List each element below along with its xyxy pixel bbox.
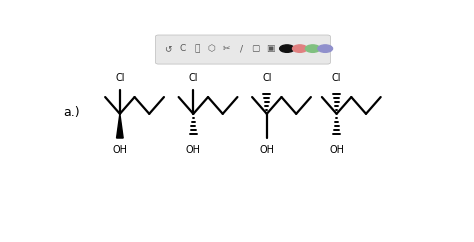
Circle shape — [305, 45, 320, 52]
FancyBboxPatch shape — [155, 35, 330, 64]
Text: Cl: Cl — [332, 73, 341, 83]
Text: OH: OH — [112, 145, 128, 155]
Circle shape — [292, 45, 307, 52]
Text: ⬡: ⬡ — [208, 45, 216, 53]
Text: Cl: Cl — [189, 73, 198, 83]
Text: C: C — [179, 45, 185, 53]
Text: ⌖: ⌖ — [194, 45, 200, 53]
Circle shape — [318, 45, 333, 52]
Text: Cl: Cl — [115, 73, 125, 83]
Text: /: / — [239, 45, 243, 53]
Text: OH: OH — [329, 145, 344, 155]
Text: OH: OH — [186, 145, 201, 155]
Circle shape — [280, 45, 294, 52]
Polygon shape — [117, 114, 123, 138]
Text: OH: OH — [259, 145, 274, 155]
Text: ▢: ▢ — [252, 45, 260, 53]
Text: ✂: ✂ — [223, 45, 230, 53]
Text: a.): a.) — [63, 106, 80, 119]
Text: ▣: ▣ — [266, 45, 275, 53]
Text: ↺: ↺ — [164, 45, 172, 53]
Text: Cl: Cl — [262, 73, 272, 83]
